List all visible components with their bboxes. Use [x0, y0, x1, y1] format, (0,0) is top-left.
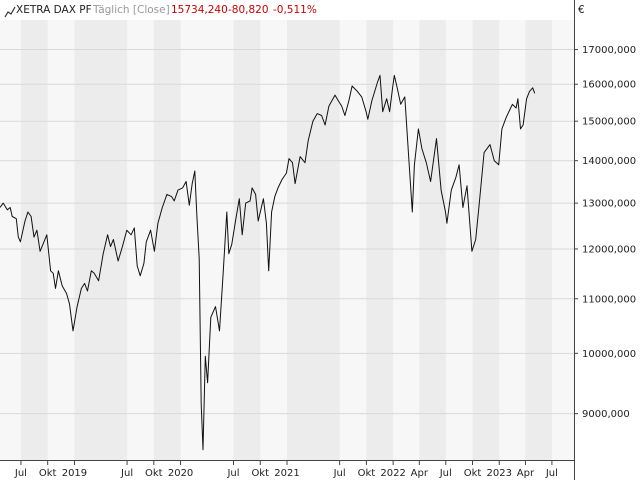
- period-band: [20, 20, 48, 460]
- period-band: [472, 20, 500, 460]
- x-tick-label: Okt: [145, 468, 163, 479]
- period-band: [287, 20, 340, 460]
- y-tick-label: 15000,000: [582, 117, 636, 128]
- y-tick-label: 16000,000: [582, 80, 636, 91]
- change-value: -80,820: [228, 4, 269, 16]
- x-tick-label: 2020: [168, 468, 193, 479]
- period-band: [153, 20, 181, 460]
- x-tick-label: Jul: [439, 468, 452, 479]
- x-tick-label: Okt: [39, 468, 57, 479]
- y-tick-label: 10000,000: [582, 349, 636, 360]
- x-tick-label: 2022: [380, 468, 405, 479]
- series-line: [0, 74, 536, 451]
- x-tick-label: Okt: [358, 468, 376, 479]
- instrument-name: XETRA DAX PF: [16, 4, 92, 16]
- period-band: [366, 20, 394, 460]
- last-value: 15734,240: [171, 4, 228, 16]
- x-tick-label: Jul: [14, 468, 27, 479]
- x-tick-label: Jul: [120, 468, 133, 479]
- series-layer: [0, 74, 536, 451]
- x-tick-label: Apr: [411, 468, 429, 479]
- y-tick-label: 14000,000: [582, 156, 636, 167]
- x-tick-label: 2023: [487, 468, 512, 479]
- gridlines: [0, 49, 574, 415]
- change-percent: -0,511%: [273, 4, 317, 16]
- line-chart-icon: [4, 3, 16, 18]
- x-tick-label: Apr: [517, 468, 535, 479]
- period-band: [233, 20, 261, 460]
- period-band: [525, 20, 552, 460]
- x-tick-label: Jul: [226, 468, 239, 479]
- period-bands: [0, 20, 574, 460]
- currency-label: €: [578, 4, 585, 16]
- y-tick-label: 17000,000: [582, 45, 636, 56]
- chart-header: XETRA DAX PF Täglich [Close] 15734,240 -…: [0, 0, 580, 20]
- interval-label: Täglich [Close]: [93, 4, 170, 16]
- y-tick-label: 11000,000: [582, 294, 636, 305]
- x-tick-label: 2019: [62, 468, 87, 479]
- x-tick-label: Jul: [333, 468, 346, 479]
- x-tick-label: 2021: [274, 468, 299, 479]
- y-tick-label: 12000,000: [582, 244, 636, 255]
- period-band: [419, 20, 446, 460]
- y-tick-label: 13000,000: [582, 199, 636, 210]
- x-tick-label: Okt: [464, 468, 482, 479]
- y-tick-label: 9000,000: [582, 409, 630, 420]
- period-band: [74, 20, 128, 460]
- x-tick-label: Okt: [251, 468, 269, 479]
- x-tick-label: Jul: [545, 468, 558, 479]
